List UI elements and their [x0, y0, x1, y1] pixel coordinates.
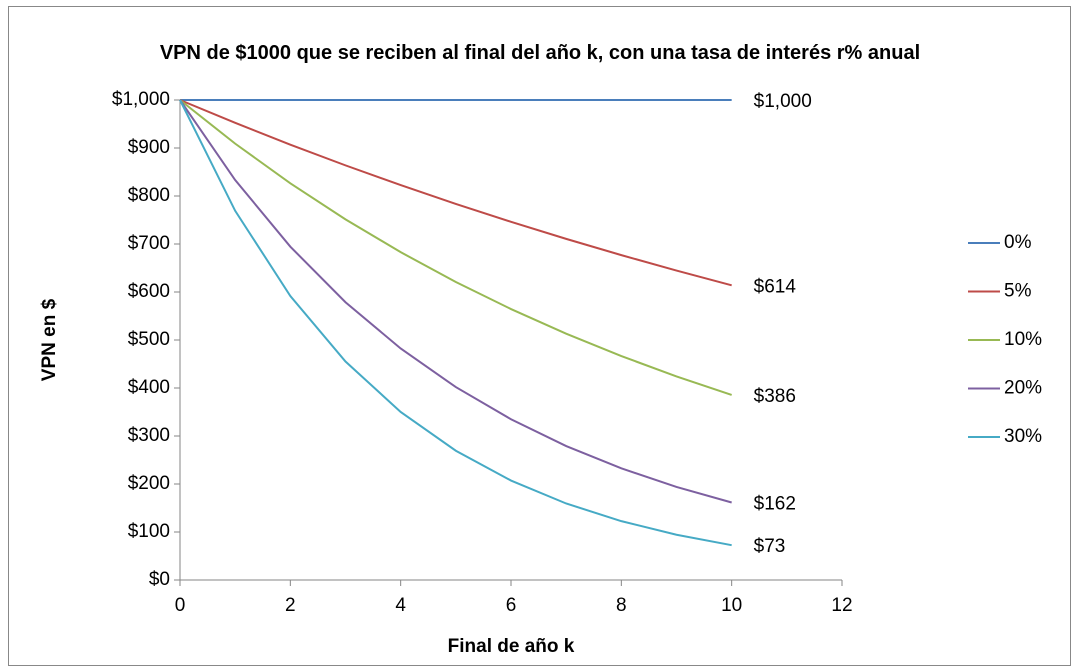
y-tick-label: $600: [128, 281, 170, 302]
x-tick-label: 4: [395, 595, 406, 616]
y-tick-label: $100: [128, 521, 170, 542]
data-label: $1,000: [754, 91, 812, 112]
series-line: [179, 99, 732, 547]
x-tick-label: 0: [175, 595, 186, 616]
y-tick-label: $400: [128, 377, 170, 398]
data-label: $386: [754, 386, 796, 407]
legend-label: 20%: [1004, 378, 1042, 399]
y-tick-label: $800: [128, 185, 170, 206]
x-tick-label: 10: [721, 595, 742, 616]
y-tick-label: $300: [128, 425, 170, 446]
series-line: [179, 99, 732, 287]
legend-label: 0%: [1004, 232, 1032, 253]
series-line: [179, 99, 732, 396]
y-tick-label: $700: [128, 233, 170, 254]
legend-label: 10%: [1004, 329, 1042, 350]
legend-label: 30%: [1004, 426, 1042, 447]
y-tick-label: $200: [128, 473, 170, 494]
y-tick-label: $1,000: [112, 89, 170, 110]
data-label: $162: [754, 493, 796, 514]
data-label: $73: [754, 536, 786, 557]
x-tick-label: 12: [831, 595, 852, 616]
x-axis-label: Final de año k: [448, 636, 575, 657]
y-tick-label: $0: [149, 569, 170, 590]
x-tick-label: 6: [506, 595, 517, 616]
x-tick-label: 8: [616, 595, 627, 616]
y-tick-label: $500: [128, 329, 170, 350]
series-line: [179, 99, 732, 504]
chart-title: VPN de $1000 que se reciben al final del…: [159, 42, 921, 64]
y-tick-label: $900: [128, 137, 170, 158]
data-label: $614: [754, 276, 797, 297]
legend-label: 5%: [1004, 281, 1032, 302]
x-tick-label: 2: [285, 595, 296, 616]
y-axis-label: VPN en $: [39, 298, 60, 381]
